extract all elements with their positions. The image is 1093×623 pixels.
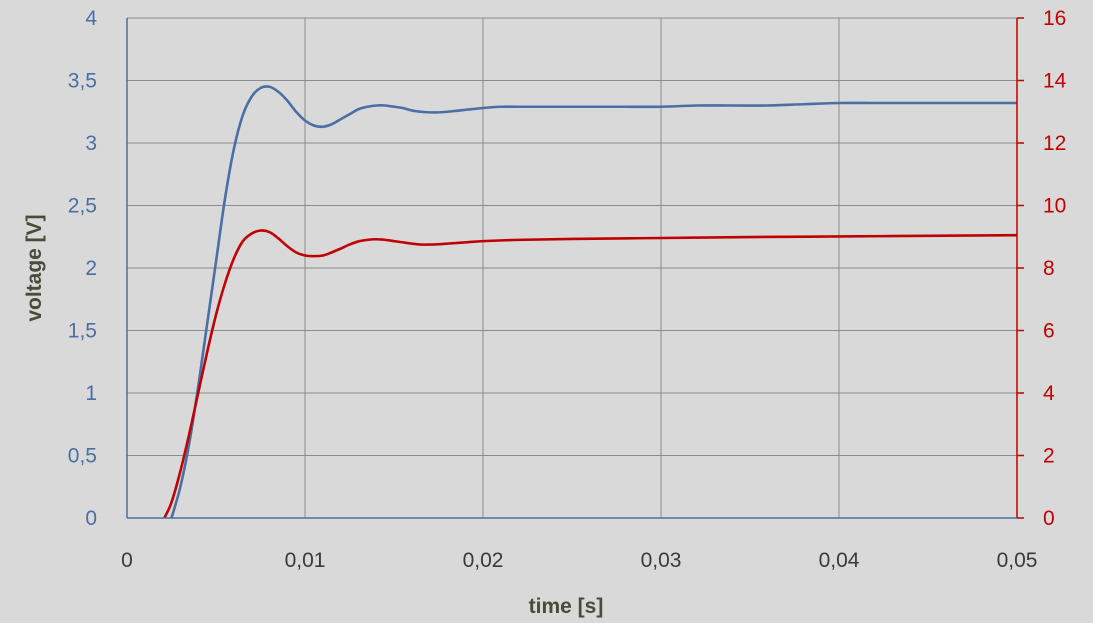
y-left-tick-label: 2 [85, 257, 97, 280]
y-right-tick-label: 0 [1043, 507, 1055, 530]
y-right-tick-label: 4 [1043, 382, 1055, 405]
x-tick-label: 0,05 [997, 549, 1038, 572]
axes [126, 17, 1024, 519]
series-line-right-axis [163, 229, 1018, 519]
x-axis-title: time [s] [529, 595, 604, 618]
y-right-tick-label: 16 [1043, 7, 1066, 30]
y-axis-title: voltage [V] [23, 214, 46, 321]
y-left-tick-label: 2,5 [68, 195, 97, 218]
y-right-tick-label: 12 [1043, 132, 1066, 155]
x-tick-label: 0,02 [463, 549, 504, 572]
series-line-left-axis [170, 85, 1017, 519]
y-right-tick-label: 8 [1043, 257, 1055, 280]
series-lines [163, 85, 1018, 519]
x-tick-label: 0,04 [819, 549, 860, 572]
y-left-tick-label: 3 [85, 132, 97, 155]
y-right-tick-label: 6 [1043, 320, 1055, 343]
x-tick-label: 0,01 [285, 549, 326, 572]
y-right-tick-label: 10 [1043, 195, 1066, 218]
y-left-tick-label: 1,5 [68, 320, 97, 343]
x-tick-label: 0 [121, 549, 133, 572]
y-right-tick-label: 2 [1043, 445, 1055, 468]
y-left-tick-label: 0 [85, 507, 97, 530]
y-left-tick-label: 3,5 [68, 70, 97, 93]
tick-labels: 0 0,5 1 1,5 2 2,5 3 3,5 4 0 2 4 6 8 10 12 14 16 0 0,01 0,02 0… [68, 7, 1067, 572]
y-left-tick-label: 4 [85, 7, 97, 30]
x-tick-label: 0,03 [641, 549, 682, 572]
y-left-tick-label: 1 [85, 382, 97, 405]
y-right-tick-label: 14 [1043, 70, 1067, 93]
y-left-tick-label: 0,5 [68, 445, 97, 468]
